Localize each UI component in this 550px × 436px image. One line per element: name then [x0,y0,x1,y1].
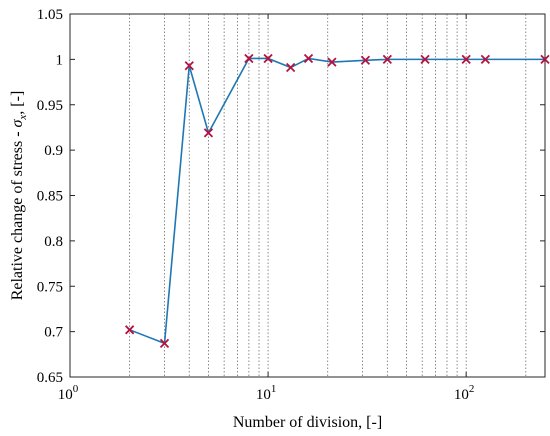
marker-stroke [263,53,273,64]
grid-lines [129,14,527,377]
data-point-marker [540,54,550,65]
marker-stroke [303,53,314,64]
x-tick-label: 102 [454,383,475,403]
y-tick-label: 0.9 [44,143,63,159]
data-point-marker [327,57,337,67]
x-tick-label: 101 [256,383,277,403]
y-tick-label: 0.7 [44,325,63,341]
y-tick-label: 0.95 [37,98,63,114]
y-tick-label: 0.8 [44,234,63,250]
y-tick-label: 1 [56,52,64,68]
y-tick-label: 0.75 [37,279,63,295]
data-point-marker [244,53,254,64]
y-tick-label: 1.05 [37,7,63,23]
data-point-marker [203,128,214,138]
marker-stroke [327,57,337,67]
marker-stroke [480,54,491,65]
data-point-marker [360,55,371,65]
data-point-marker [382,54,392,65]
y-axis-label: Relative change of stress - σx, [-] [9,91,29,301]
x-axis-label: Number of division, [-] [233,414,382,431]
marker-stroke [124,325,135,335]
data-point-marker [420,54,430,65]
marker-stroke [382,54,392,65]
series-line [129,57,545,345]
tick-labels: 0.65 0.7 0.75 0.8 0.85 0.9 0.95 1 1.05 100 101 102 [37,7,475,403]
data-point-marker [461,54,471,65]
data-point-marker [184,61,194,71]
marker-stroke [203,128,214,138]
series-layer [124,53,550,349]
marker-stroke [244,53,254,64]
data-point-marker [286,62,296,73]
x-tick-label: 100 [58,383,79,403]
axes [69,13,546,378]
data-point-marker [124,325,135,335]
data-point-marker [159,338,170,349]
y-tick-label: 0.85 [37,189,63,205]
marker-stroke [461,54,471,65]
marker-stroke [159,338,170,349]
marker-stroke [184,61,194,71]
axes-box [69,13,546,378]
marker-stroke [286,62,296,73]
marker-stroke [540,54,550,65]
marker-stroke [420,54,430,65]
data-point-marker [263,53,273,64]
marker-stroke [360,55,371,65]
data-point-marker [303,53,314,64]
y-tick-label: 0.65 [37,370,63,386]
data-point-marker [480,54,491,65]
